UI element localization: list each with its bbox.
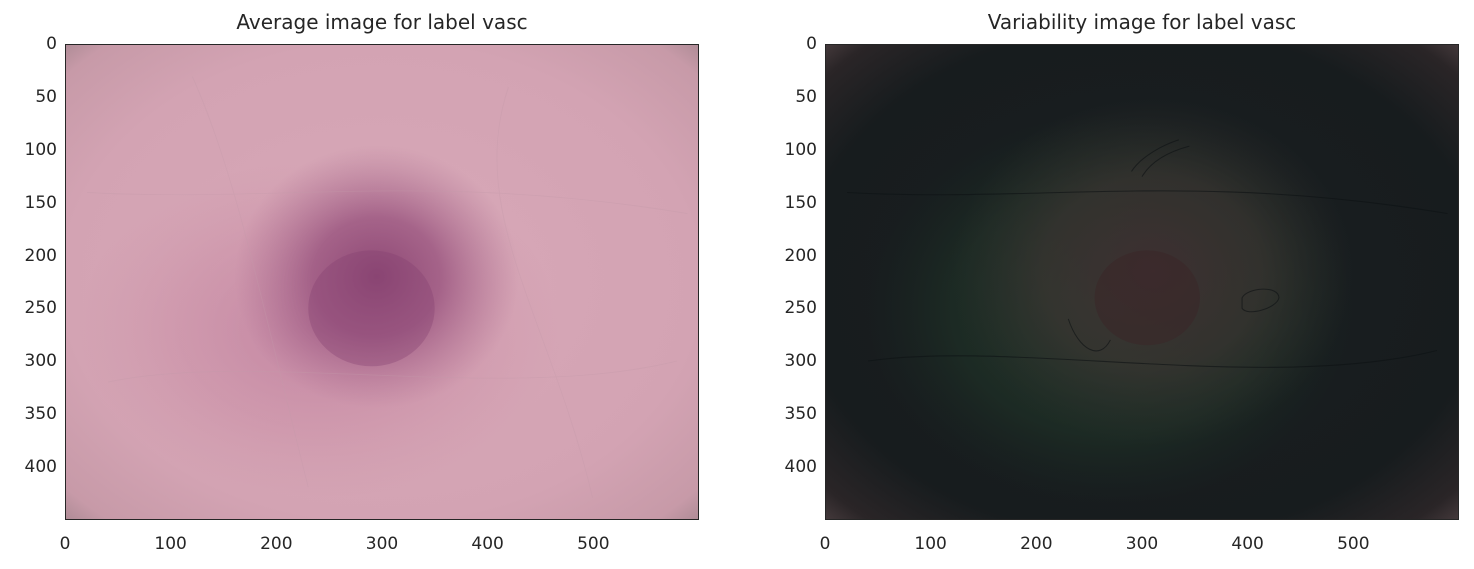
y-tick-label: 250 xyxy=(24,298,57,319)
y-tick-label: 400 xyxy=(24,457,57,478)
y-tick-label: 50 xyxy=(795,86,817,107)
y-tick-label: 100 xyxy=(784,139,817,160)
y-tick-label: 0 xyxy=(46,34,57,54)
x-tick-label: 0 xyxy=(59,534,71,554)
x-tick-label: 400 xyxy=(471,534,504,554)
x-tick-label: 100 xyxy=(154,534,187,554)
x-tick-label: 100 xyxy=(914,534,947,554)
image-plot-area xyxy=(65,44,699,520)
lesion-center xyxy=(1094,250,1200,346)
y-tick-label: 300 xyxy=(24,351,57,372)
x-tick-label: 500 xyxy=(1337,534,1370,554)
x-tick-label: 300 xyxy=(365,534,399,554)
y-tick-label: 200 xyxy=(784,245,817,266)
x-tick-label: 200 xyxy=(260,534,293,554)
y-tick-label: 0 xyxy=(806,34,817,54)
hair-texture xyxy=(847,139,1448,368)
image-plot-area xyxy=(825,44,1459,520)
y-tick-label: 350 xyxy=(24,404,57,425)
average-image-panel: Average image for label vasc xyxy=(24,10,699,554)
variability-image xyxy=(826,45,1458,519)
chart-title: Variability image for label vasc xyxy=(987,10,1297,34)
y-tick-label: 50 xyxy=(35,86,57,107)
y-tick-label: 200 xyxy=(24,245,57,266)
x-tick-label: 300 xyxy=(1125,534,1159,554)
x-tick-label: 200 xyxy=(1020,534,1053,554)
average-image xyxy=(66,45,698,519)
y-tick-label: 150 xyxy=(24,192,57,213)
x-tick-label: 400 xyxy=(1231,534,1264,554)
variability-image-panel: Variability image for label vasc xyxy=(737,0,1474,569)
y-tick-label: 100 xyxy=(24,139,57,160)
lesion-core xyxy=(234,145,519,409)
hair-texture xyxy=(87,76,688,499)
chart-title: Average image for label vasc xyxy=(236,10,528,34)
x-tick-label: 500 xyxy=(577,534,610,554)
lesion-center xyxy=(308,250,435,367)
y-tick-label: 400 xyxy=(784,457,817,478)
y-tick-label: 350 xyxy=(784,404,817,425)
y-tick-label: 250 xyxy=(784,298,817,319)
y-tick-label: 150 xyxy=(784,192,817,213)
y-tick-label: 300 xyxy=(784,351,817,372)
x-tick-label: 0 xyxy=(819,534,831,554)
